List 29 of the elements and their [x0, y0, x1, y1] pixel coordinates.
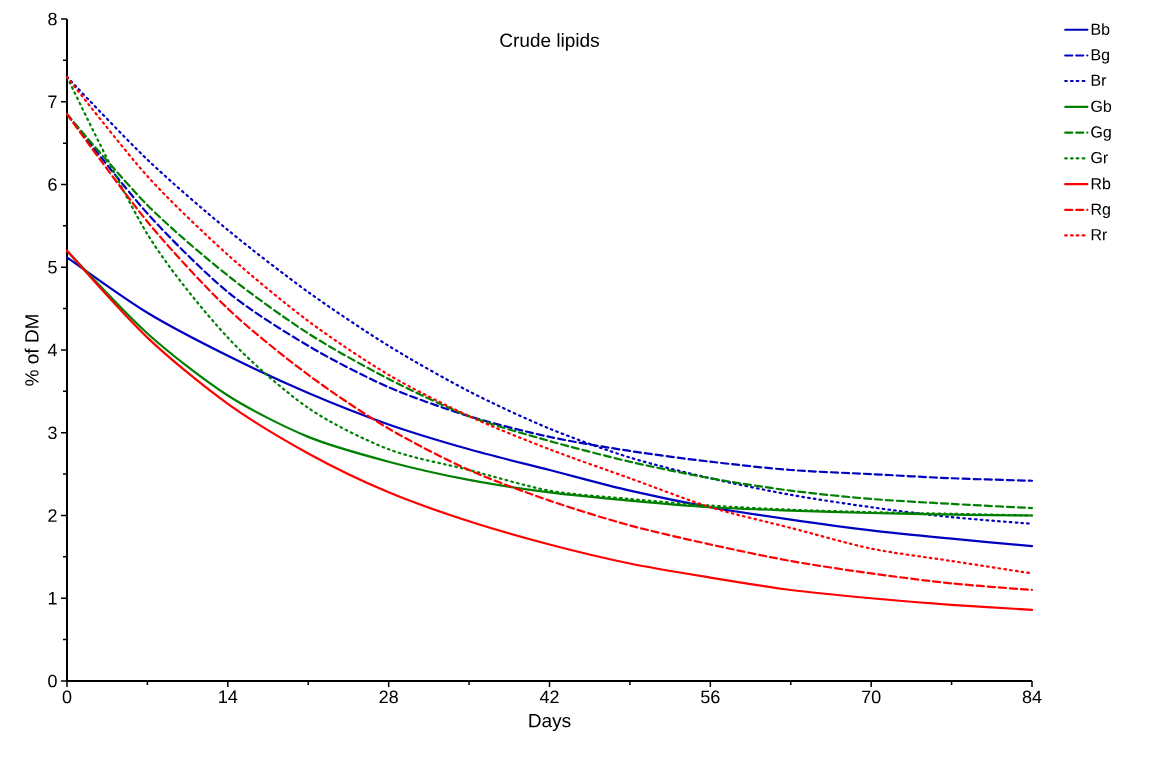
x-axis-title: Days — [529, 714, 571, 732]
y-tick-label: 8 — [48, 12, 57, 26]
legend-label: Rg — [1091, 203, 1110, 219]
x-tick-label: 56 — [701, 690, 720, 704]
legend-label: Gr — [1091, 151, 1108, 164]
legend-label: Bb — [1091, 23, 1110, 35]
x-tick-label: 0 — [62, 690, 72, 704]
text: Crude lipids — [500, 33, 599, 51]
x-tick-label: 42 — [539, 690, 559, 704]
legend-label: Gg — [1091, 126, 1111, 141]
y-tick-label: 2 — [48, 509, 57, 522]
legend-label: Gb — [1091, 100, 1112, 112]
x-tick-label: 28 — [379, 690, 398, 704]
legend-label: Bg — [1091, 49, 1109, 64]
y-tick-label: 6 — [48, 178, 57, 191]
y-tick-label: 3 — [48, 426, 57, 440]
legend-label: Rr — [1091, 229, 1108, 241]
y-tick-label: 4 — [47, 343, 57, 357]
legend-label: Rb — [1091, 177, 1111, 190]
y-tick-label: 1 — [48, 592, 57, 605]
y-axis-title: % of DM — [24, 315, 39, 386]
x-tick-label: 70 — [862, 690, 881, 704]
x-tick-label: 14 — [219, 690, 238, 703]
x-tick-label: 84 — [1022, 690, 1042, 704]
y-tick-label: 5 — [48, 260, 57, 274]
legend-label: Br — [1091, 74, 1107, 86]
y-tick-label: 7 — [48, 95, 57, 108]
line-series — [65, 249, 1034, 611]
y-tick-label: 0 — [48, 674, 57, 688]
